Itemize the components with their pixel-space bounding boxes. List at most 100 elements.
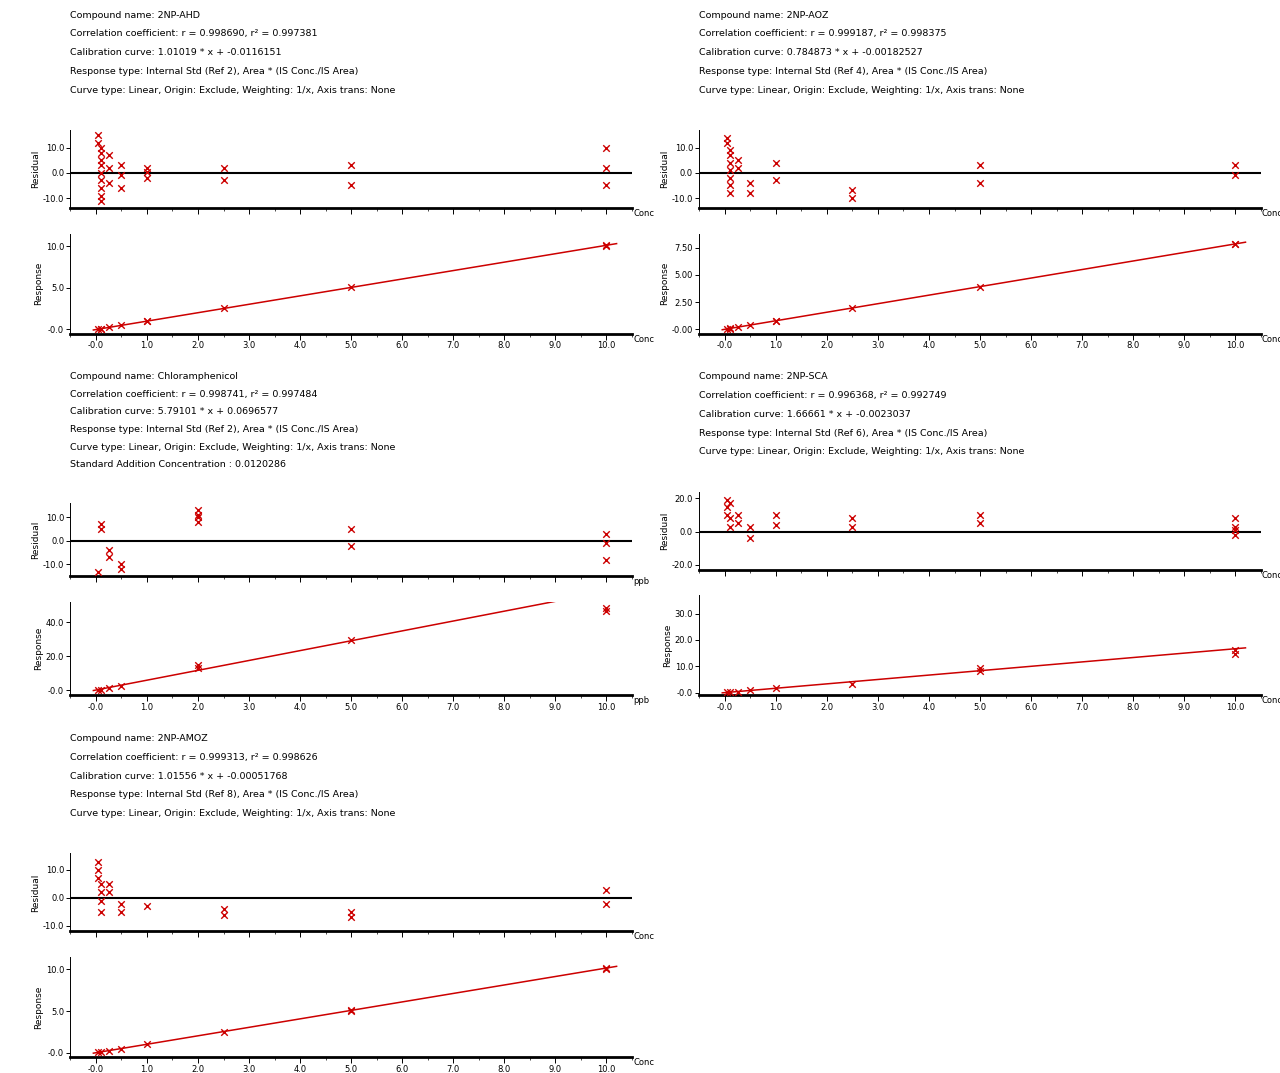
Point	[91, 164, 111, 181]
Text: Conc: Conc	[1262, 696, 1280, 705]
Point	[596, 600, 617, 617]
Point	[99, 147, 119, 164]
Point	[596, 959, 617, 976]
Text: Conc: Conc	[634, 209, 654, 218]
Point	[1225, 642, 1245, 659]
Point	[842, 518, 863, 535]
Point	[214, 906, 234, 923]
Point	[88, 682, 109, 700]
Point	[340, 631, 361, 648]
Text: Conc: Conc	[634, 335, 654, 343]
Point	[740, 317, 760, 334]
Point	[91, 172, 111, 189]
Point	[719, 162, 740, 179]
Point	[88, 853, 109, 870]
Y-axis label: Residual: Residual	[660, 512, 669, 549]
Point	[91, 157, 111, 174]
Point	[111, 556, 132, 573]
Point	[727, 515, 748, 532]
Text: ppb: ppb	[634, 696, 649, 705]
Point	[1225, 518, 1245, 535]
Point	[765, 506, 786, 524]
Point	[111, 1040, 132, 1057]
Y-axis label: Response: Response	[663, 623, 672, 667]
Text: ppb: ppb	[634, 577, 649, 586]
Point	[596, 602, 617, 619]
Point	[740, 530, 760, 547]
Text: Conc: Conc	[1262, 209, 1280, 218]
Point	[765, 516, 786, 533]
Point	[717, 321, 737, 338]
Point	[188, 660, 209, 677]
Point	[88, 127, 109, 144]
Point	[111, 317, 132, 334]
Point	[91, 320, 111, 337]
Point	[717, 129, 737, 146]
Point	[188, 657, 209, 674]
Point	[719, 170, 740, 187]
Text: Calibration curve: 1.66661 * x + -0.0023037: Calibration curve: 1.66661 * x + -0.0023…	[699, 410, 911, 418]
Text: Curve type: Linear, Origin: Exclude, Weighting: 1/x, Axis trans: None: Curve type: Linear, Origin: Exclude, Wei…	[699, 86, 1025, 94]
Point	[596, 236, 617, 253]
Point	[970, 660, 991, 677]
Point	[99, 159, 119, 176]
Point	[137, 312, 157, 329]
Point	[91, 192, 111, 209]
Y-axis label: Residual: Residual	[31, 873, 40, 912]
Text: Compound name: 2NP-AHD: Compound name: 2NP-AHD	[70, 11, 201, 19]
Point	[111, 157, 132, 174]
Point	[340, 177, 361, 194]
Text: Compound name: 2NP-SCA: Compound name: 2NP-SCA	[699, 372, 828, 381]
Point	[111, 560, 132, 577]
Point	[765, 679, 786, 696]
Point	[99, 679, 119, 696]
Y-axis label: Residual: Residual	[31, 150, 40, 188]
Point	[340, 279, 361, 296]
Point	[740, 185, 760, 202]
Point	[111, 677, 132, 694]
Point	[214, 159, 234, 176]
Text: Response type: Internal Std (Ref 2), Area * (IS Conc./IS Area): Response type: Internal Std (Ref 2), Are…	[70, 67, 358, 76]
Point	[111, 903, 132, 921]
Text: Response type: Internal Std (Ref 8), Area * (IS Conc./IS Area): Response type: Internal Std (Ref 8), Are…	[70, 791, 358, 799]
Point	[970, 278, 991, 295]
Point	[970, 515, 991, 532]
Point	[111, 179, 132, 196]
Text: Correlation coefficient: r = 0.999313, r² = 0.998626: Correlation coefficient: r = 0.999313, r…	[70, 753, 317, 762]
Text: Compound name: Chloramphenicol: Compound name: Chloramphenicol	[70, 372, 238, 381]
Point	[970, 506, 991, 524]
Point	[596, 177, 617, 194]
Point	[188, 513, 209, 530]
Point	[91, 516, 111, 533]
Point	[91, 144, 111, 161]
Point	[88, 1044, 109, 1061]
Y-axis label: Response: Response	[660, 262, 669, 306]
Point	[91, 903, 111, 921]
Point	[740, 174, 760, 191]
Point	[1225, 235, 1245, 252]
Point	[970, 174, 991, 191]
Text: Standard Addition Concentration : 0.0120286: Standard Addition Concentration : 0.0120…	[70, 460, 287, 469]
Point	[111, 166, 132, 183]
Point	[842, 510, 863, 527]
Point	[719, 510, 740, 527]
Text: Correlation coefficient: r = 0.999187, r² = 0.998375: Correlation coefficient: r = 0.999187, r…	[699, 29, 947, 39]
Point	[719, 147, 740, 164]
Point	[214, 172, 234, 189]
Point	[99, 1042, 119, 1059]
Point	[596, 534, 617, 552]
Point	[727, 151, 748, 168]
Point	[137, 159, 157, 176]
Point	[596, 881, 617, 898]
Point	[596, 525, 617, 542]
Point	[596, 139, 617, 157]
Point	[970, 157, 991, 174]
Point	[1225, 521, 1245, 539]
Point	[970, 662, 991, 679]
Point	[137, 163, 157, 180]
Point	[137, 1035, 157, 1053]
Point	[99, 174, 119, 191]
Point	[99, 319, 119, 336]
Text: Correlation coefficient: r = 0.996368, r² = 0.992749: Correlation coefficient: r = 0.996368, r…	[699, 392, 947, 400]
Point	[727, 506, 748, 524]
